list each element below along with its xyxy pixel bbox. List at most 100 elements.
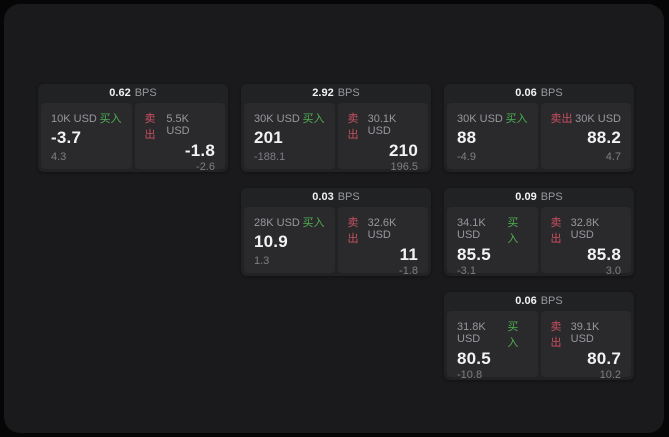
buy-panel[interactable]: 10K USD 买入 -3.7 4.3 [41,103,132,169]
spread-value: 2.92 [312,87,334,99]
buy-panel-top: 34.1K USD 买入 [457,214,528,246]
sell-delta: 4.7 [605,151,621,163]
spread-value: 0.09 [515,191,537,203]
quote-panels: 30K USD 买入 201 -188.1 卖出 30.1K USD 210 1… [244,103,428,173]
buy-tag: 买入 [505,113,528,125]
buy-panel-top: 31.8K USD 买入 [457,318,528,350]
sell-panel[interactable]: 卖出 30K USD 88.2 4.7 [540,103,631,169]
spread-header: 0.62 BPS [41,84,225,103]
sell-panel[interactable]: 卖出 5.5K USD -1.8 -2.6 [134,103,225,173]
buy-delta: -4.9 [457,151,476,163]
sell-panel-top: 卖出 30.1K USD [348,110,419,142]
buy-price: 80.5 [457,349,491,368]
spread-header: 2.92 BPS [244,84,428,103]
sell-panel-top: 卖出 5.5K USD [145,110,216,142]
buy-size-label: 10K USD [51,113,97,125]
sell-tag: 卖出 [550,321,562,349]
quote-card: 0.09 BPS 34.1K USD 买入 85.5 -3.1 卖出 32.8K… [444,188,634,277]
sell-tag: 卖出 [144,113,156,141]
cards-grid: 0.62 BPS 10K USD 买入 -3.7 4.3 卖出 5.5K USD… [38,84,634,381]
quote-panels: 34.1K USD 买入 85.5 -3.1 卖出 32.8K USD 85.8… [447,207,631,277]
sell-panel[interactable]: 卖出 32.8K USD 85.8 3.0 [540,207,631,277]
spread-unit-label: BPS [540,295,563,307]
sell-panel-top: 卖出 32.8K USD [551,214,622,246]
sell-price: 88.2 [587,128,621,148]
buy-delta: 4.3 [51,151,67,163]
buy-tag: 买入 [99,113,122,125]
spread-unit-label: BPS [337,87,360,99]
sell-size-label: 5.5K USD [166,113,190,137]
buy-tag: 买入 [302,113,325,125]
app-window: 0.62 BPS 10K USD 买入 -3.7 4.3 卖出 5.5K USD… [4,4,664,433]
sell-panel-top: 卖出 30K USD [551,110,622,126]
buy-size-label: 34.1K USD [457,217,486,241]
quote-card: 0.62 BPS 10K USD 买入 -3.7 4.3 卖出 5.5K USD… [38,84,228,173]
buy-price: 85.5 [457,245,491,264]
sell-price: 85.8 [587,245,621,264]
sell-price: 80.7 [587,349,621,368]
buy-size-label: 28K USD [254,217,300,229]
buy-panel[interactable]: 30K USD 买入 88 -4.9 [447,103,538,169]
sell-panel[interactable]: 卖出 39.1K USD 80.7 10.2 [540,311,631,381]
buy-size-label: 30K USD [457,113,503,125]
spread-value: 0.62 [109,87,131,99]
sell-delta: 196.5 [390,160,418,173]
sell-tag: 卖出 [550,217,562,245]
buy-tag: 买入 [507,217,519,245]
buy-delta: -3.1 [457,264,476,277]
quote-panels: 28K USD 买入 10.9 1.3 卖出 32.6K USD 11 -1.8 [244,207,428,277]
buy-size-label: 30K USD [254,113,300,125]
sell-tag: 卖出 [347,217,359,245]
buy-panel[interactable]: 30K USD 买入 201 -188.1 [244,103,335,169]
buy-tag: 买入 [507,321,519,349]
quote-panels: 30K USD 买入 88 -4.9 卖出 30K USD 88.2 4.7 [447,103,631,169]
sell-panel-top: 卖出 32.6K USD [348,214,419,246]
sell-price: 11 [399,245,418,264]
buy-price: -3.7 [51,128,82,148]
spread-unit-label: BPS [134,87,157,99]
sell-panel-top: 卖出 39.1K USD [551,318,622,350]
sell-size-label: 32.6K USD [367,217,397,241]
spread-value: 0.06 [515,87,537,99]
sell-delta: 3.0 [605,264,621,277]
spread-value: 0.06 [515,295,537,307]
spread-unit-label: BPS [337,191,360,203]
buy-panel[interactable]: 34.1K USD 买入 85.5 -3.1 [447,207,538,277]
sell-delta: 10.2 [599,368,621,381]
sell-price: -1.8 [184,141,215,160]
buy-delta: -188.1 [254,151,286,163]
spread-unit-label: BPS [540,191,563,203]
quote-panels: 31.8K USD 买入 80.5 -10.8 卖出 39.1K USD 80.… [447,311,631,381]
quote-card: 0.03 BPS 28K USD 买入 10.9 1.3 卖出 32.6K US… [241,188,431,277]
buy-panel[interactable]: 31.8K USD 买入 80.5 -10.8 [447,311,538,381]
buy-delta: 1.3 [254,255,270,267]
sell-delta: -1.8 [399,264,418,277]
quote-panels: 10K USD 买入 -3.7 4.3 卖出 5.5K USD -1.8 -2.… [41,103,225,173]
buy-tag: 买入 [302,217,325,229]
sell-size-label: 32.8K USD [570,217,600,241]
buy-size-label: 31.8K USD [457,321,486,345]
spread-value: 0.03 [312,191,334,203]
buy-panel-top: 28K USD 买入 [254,214,325,230]
buy-price: 88 [457,128,477,148]
sell-delta: -2.6 [196,160,215,173]
sell-panel[interactable]: 卖出 32.6K USD 11 -1.8 [337,207,428,277]
buy-panel-top: 30K USD 买入 [254,110,325,126]
spread-header: 0.06 BPS [447,84,631,103]
sell-tag: 卖出 [347,113,359,141]
sell-size-label: 39.1K USD [570,321,600,345]
spread-header: 0.09 BPS [447,188,631,207]
spread-header: 0.06 BPS [447,292,631,311]
quote-card: 2.92 BPS 30K USD 买入 201 -188.1 卖出 30.1K … [241,84,431,173]
buy-price: 201 [254,128,283,148]
buy-panel-top: 10K USD 买入 [51,110,122,126]
sell-tag: 卖出 [550,113,573,125]
spread-unit-label: BPS [540,87,563,99]
buy-delta: -10.8 [457,368,483,381]
buy-panel-top: 30K USD 买入 [457,110,528,126]
sell-panel[interactable]: 卖出 30.1K USD 210 196.5 [337,103,428,173]
sell-size-label: 30.1K USD [367,113,397,137]
quote-card: 0.06 BPS 31.8K USD 买入 80.5 -10.8 卖出 39.1… [444,292,634,381]
buy-price: 10.9 [254,232,288,252]
buy-panel[interactable]: 28K USD 买入 10.9 1.3 [244,207,335,273]
